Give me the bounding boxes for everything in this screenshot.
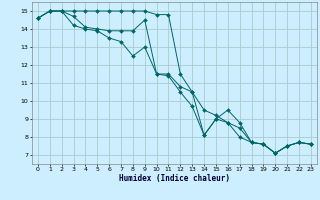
X-axis label: Humidex (Indice chaleur): Humidex (Indice chaleur) xyxy=(119,174,230,183)
